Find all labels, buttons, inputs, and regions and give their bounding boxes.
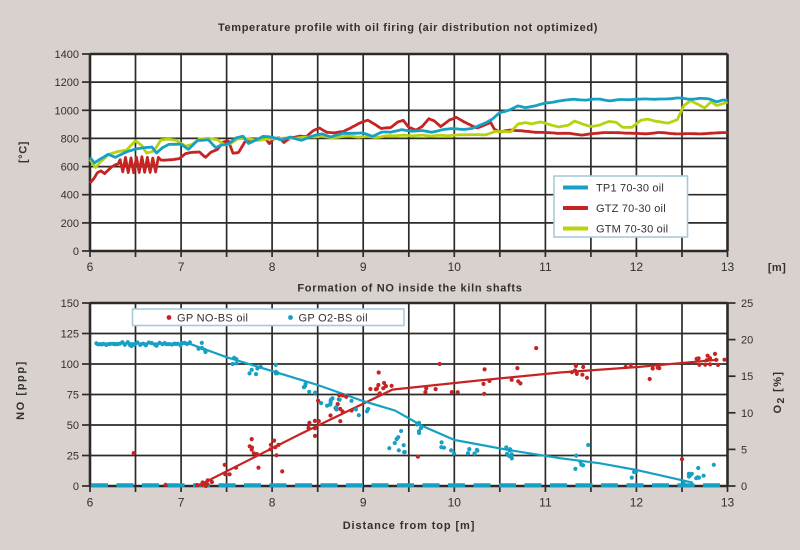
svg-text:7: 7 bbox=[178, 260, 185, 274]
svg-text:6: 6 bbox=[87, 496, 94, 510]
svg-text:50: 50 bbox=[67, 420, 79, 432]
svg-text:10: 10 bbox=[448, 260, 462, 274]
svg-text:0: 0 bbox=[73, 481, 79, 493]
svg-text:8: 8 bbox=[269, 496, 276, 510]
svg-text:12: 12 bbox=[630, 260, 644, 274]
svg-text:6: 6 bbox=[87, 260, 94, 274]
svg-text:0: 0 bbox=[73, 246, 79, 258]
svg-text:11: 11 bbox=[539, 260, 552, 274]
svg-text:Distance from top [m]: Distance from top [m] bbox=[343, 520, 476, 532]
svg-text:15: 15 bbox=[741, 371, 753, 383]
svg-text:11: 11 bbox=[539, 496, 552, 510]
svg-text:100: 100 bbox=[61, 359, 79, 371]
svg-text:9: 9 bbox=[360, 496, 367, 510]
svg-text:[°C]: [°C] bbox=[18, 141, 30, 163]
svg-text:800: 800 bbox=[61, 133, 79, 145]
svg-text:10: 10 bbox=[448, 496, 462, 510]
svg-text:400: 400 bbox=[61, 190, 79, 202]
svg-text:TP1 70-30 oil: TP1 70-30 oil bbox=[596, 183, 664, 195]
svg-text:600: 600 bbox=[61, 162, 79, 174]
svg-text:125: 125 bbox=[61, 329, 79, 341]
svg-text:12: 12 bbox=[630, 496, 644, 510]
svg-text:NO [ppp]: NO [ppp] bbox=[15, 360, 27, 420]
svg-text:Temperature profile with oil f: Temperature profile with oil firing (air… bbox=[218, 22, 598, 34]
svg-text:10: 10 bbox=[741, 408, 753, 420]
svg-text:GTZ 70-30 oil: GTZ 70-30 oil bbox=[596, 203, 666, 215]
svg-text:O2 [%]: O2 [%] bbox=[772, 371, 787, 414]
svg-text:[m]: [m] bbox=[768, 262, 786, 274]
svg-text:GTM 70-30 oil: GTM 70-30 oil bbox=[596, 224, 668, 236]
svg-text:7: 7 bbox=[178, 496, 185, 510]
svg-text:GP O2-BS oil: GP O2-BS oil bbox=[299, 313, 368, 325]
svg-text:13: 13 bbox=[721, 496, 735, 510]
svg-text:75: 75 bbox=[67, 390, 79, 402]
svg-text:GP NO-BS oil: GP NO-BS oil bbox=[177, 313, 248, 325]
svg-text:200: 200 bbox=[61, 218, 79, 230]
svg-text:1400: 1400 bbox=[55, 49, 79, 61]
svg-text:25: 25 bbox=[67, 451, 79, 463]
svg-text:25: 25 bbox=[741, 298, 753, 310]
svg-text:1000: 1000 bbox=[55, 105, 79, 117]
svg-text:150: 150 bbox=[61, 298, 79, 310]
svg-text:0: 0 bbox=[741, 481, 747, 493]
svg-text:1200: 1200 bbox=[55, 77, 79, 89]
svg-text:5: 5 bbox=[741, 444, 747, 456]
svg-text:20: 20 bbox=[741, 335, 753, 347]
svg-text:9: 9 bbox=[360, 260, 367, 274]
svg-text:8: 8 bbox=[269, 260, 276, 274]
svg-text:13: 13 bbox=[721, 260, 735, 274]
svg-text:Formation of NO inside the kil: Formation of NO inside the kiln shafts bbox=[297, 283, 522, 295]
